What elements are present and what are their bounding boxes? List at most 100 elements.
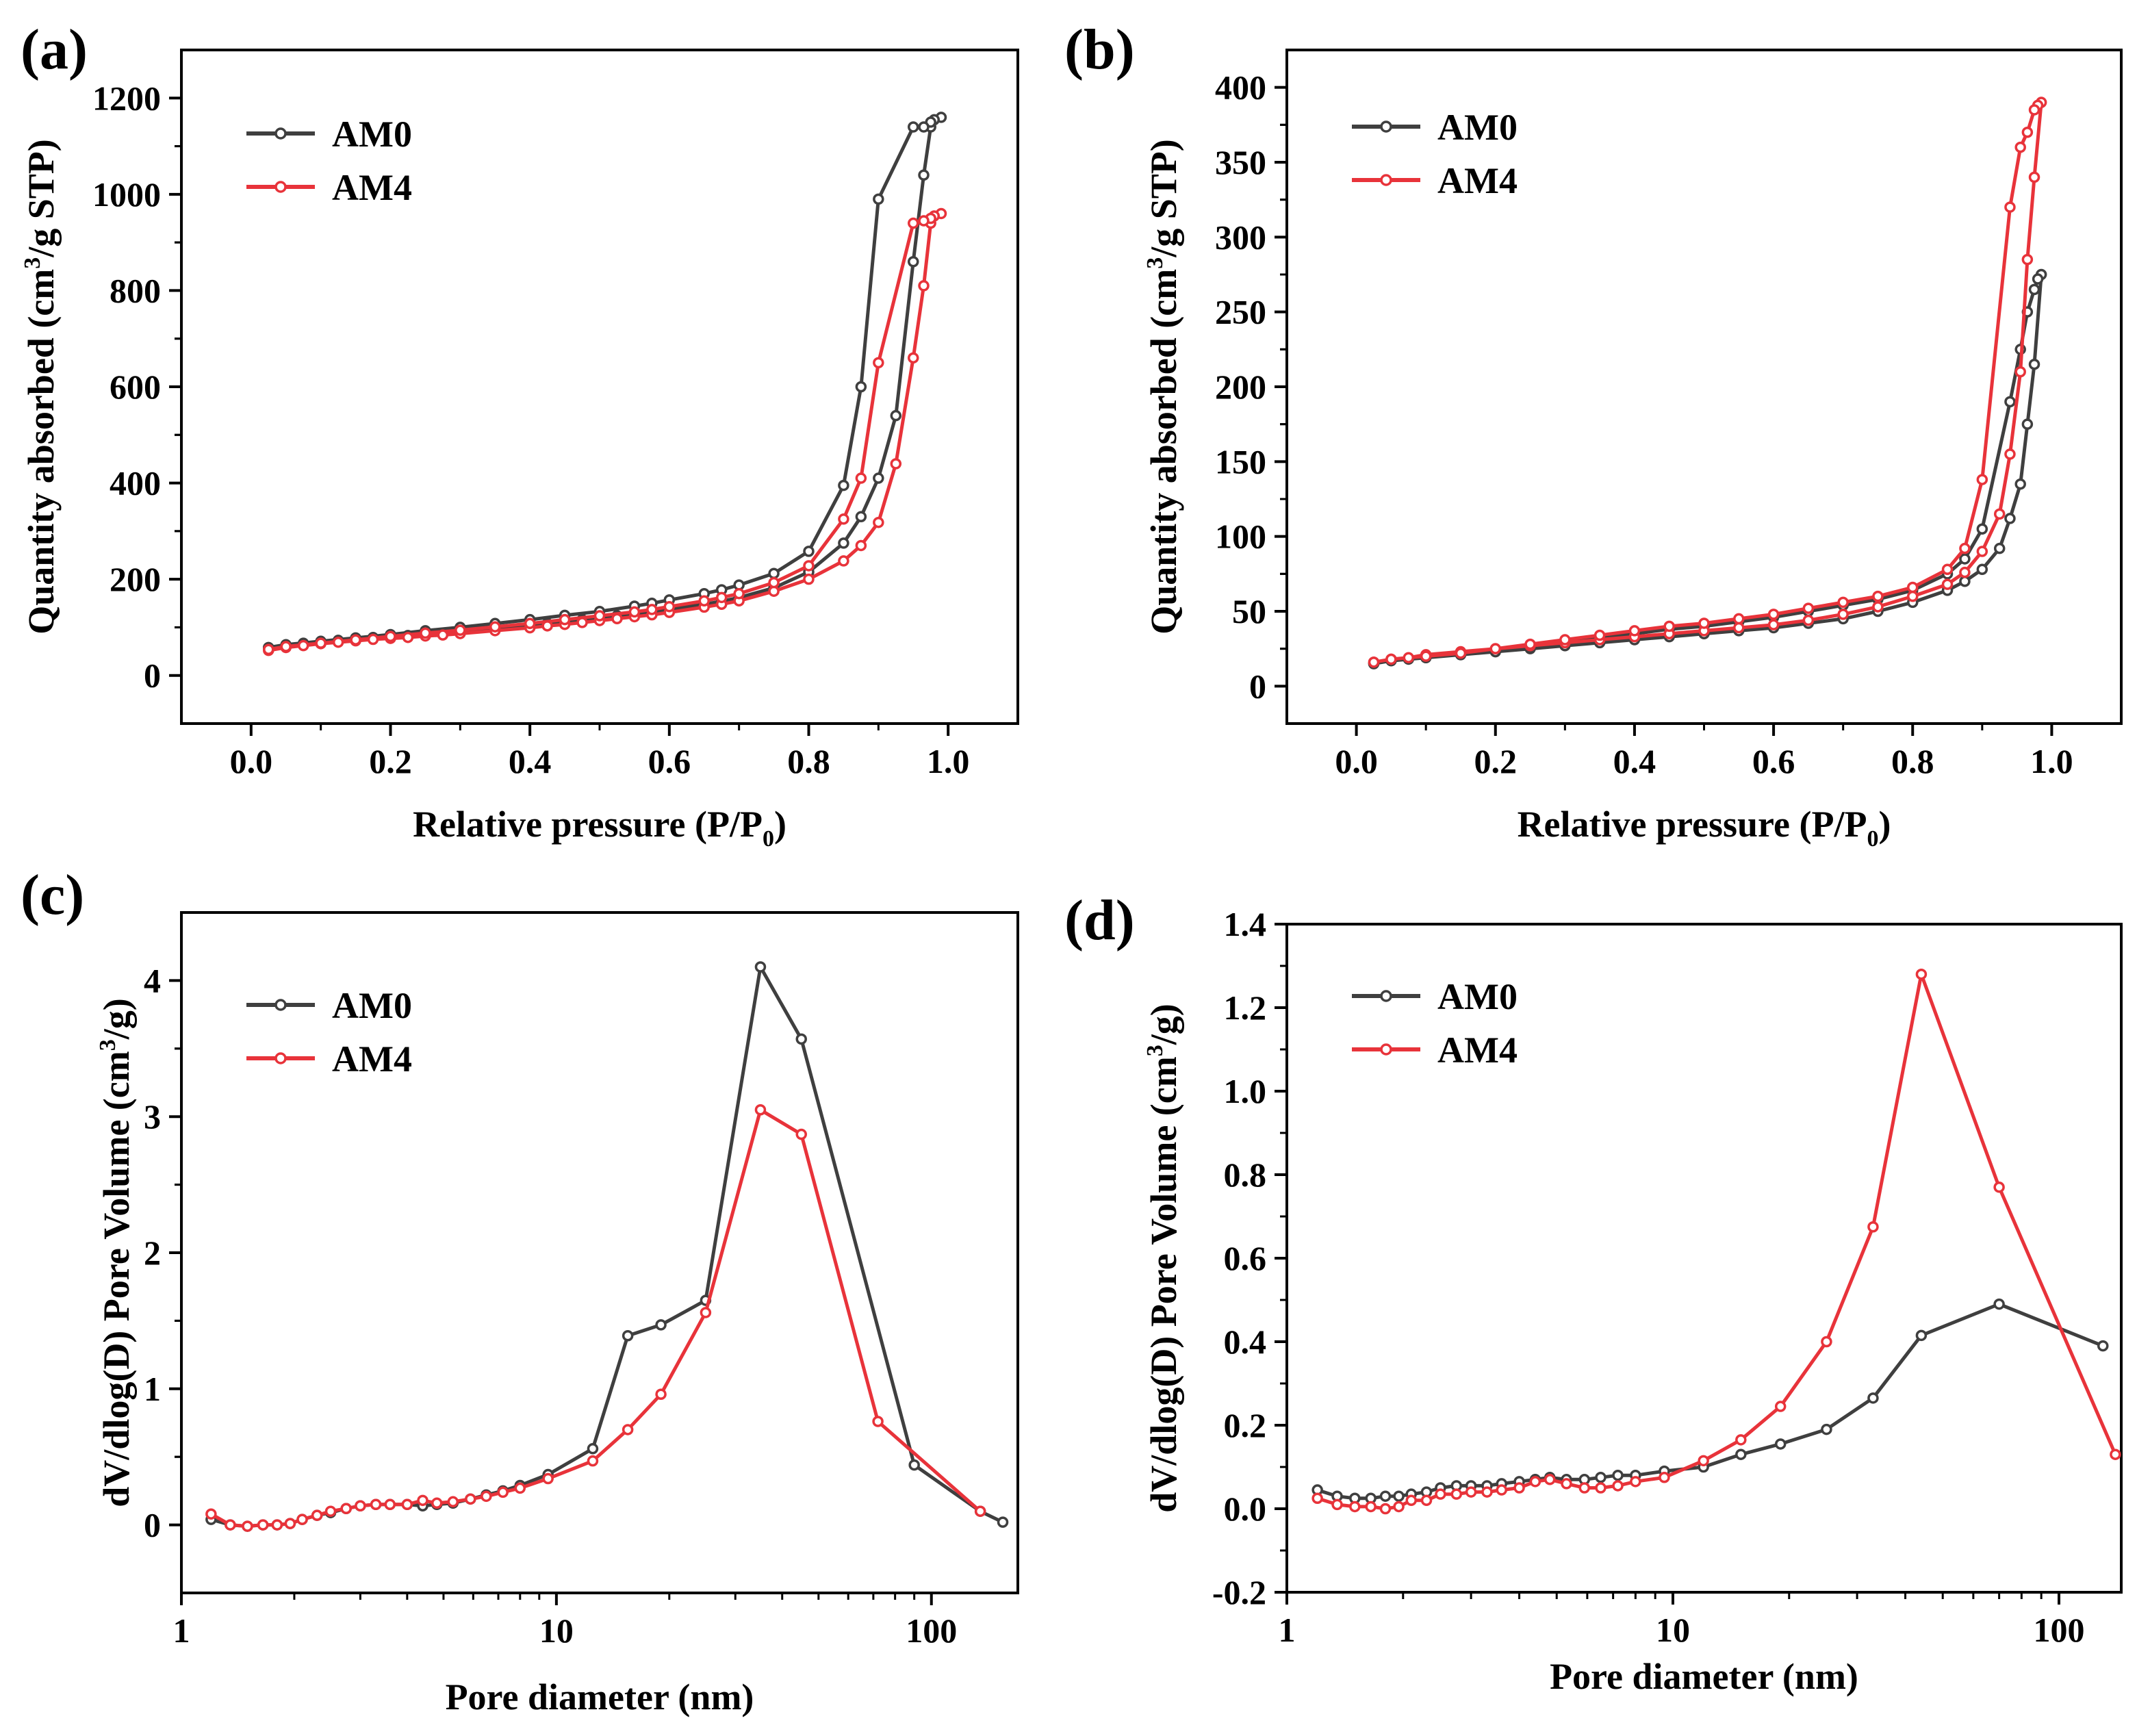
y-tick-label: 300 — [1215, 218, 1266, 256]
data-point — [1379, 1503, 1392, 1515]
chart-panel-0: (a) 0.0 0.2 0.4 0.6 0.8 1.0 0 200 400 600 800 1000 12… — [20, 18, 1019, 852]
series-AM4 — [263, 207, 947, 656]
data-point — [663, 600, 676, 613]
series-AM0 — [205, 961, 1009, 1532]
data-point — [1976, 563, 1988, 576]
data-point — [2032, 273, 2044, 285]
data-point — [1867, 1392, 1879, 1404]
x-tick-label: 0.8 — [787, 742, 830, 780]
x-tick-label: 0.4 — [509, 742, 552, 780]
x-tick-label: 100 — [906, 1611, 957, 1650]
data-point — [1595, 1482, 1607, 1494]
data-point — [908, 217, 919, 229]
data-point — [1455, 647, 1467, 659]
data-point — [890, 409, 902, 422]
data-point — [370, 1498, 382, 1511]
y-tick-label: 0 — [1249, 667, 1266, 705]
series-line — [268, 212, 943, 652]
data-point — [1628, 625, 1641, 637]
data-point — [1524, 638, 1536, 650]
data-point — [1837, 596, 1849, 609]
data-point — [1821, 1336, 1832, 1348]
y-tick-label: 0.0 — [1224, 1490, 1267, 1528]
data-point — [350, 634, 361, 646]
y-tick-label: 0.2 — [1224, 1406, 1267, 1444]
data-point — [803, 560, 815, 572]
data-point — [2097, 1340, 2109, 1352]
y-tick-label: 200 — [110, 560, 161, 598]
data-point — [1379, 1490, 1392, 1502]
legend-marker — [274, 1052, 287, 1064]
data-point — [1513, 1482, 1525, 1494]
data-point — [1612, 1469, 1624, 1481]
series-line — [1316, 1302, 2104, 1501]
y-tick-label: 150 — [1215, 442, 1266, 481]
data-point — [2014, 478, 2026, 490]
data-point — [1489, 643, 1501, 654]
legend-label: AM0 — [1437, 976, 1518, 1017]
y-tick-label: 100 — [1215, 518, 1266, 556]
x-axis-title: Pore diameter (nm) — [1550, 1656, 1858, 1697]
data-point — [541, 620, 553, 632]
series-line — [1373, 272, 2043, 665]
data-point — [2021, 418, 2034, 430]
data-point — [1774, 1401, 1787, 1412]
y-tick-label: 0 — [144, 656, 161, 695]
data-point — [225, 1519, 236, 1531]
y-tick-label: 4 — [144, 961, 161, 999]
x-tick-label: 0.8 — [1891, 742, 1934, 780]
data-point — [700, 1307, 712, 1318]
data-point — [855, 472, 867, 484]
data-point — [838, 479, 849, 492]
x-tick-label: 0.0 — [230, 742, 273, 780]
data-point — [1959, 566, 1971, 578]
x-axis-title: Relative pressure (P/P0) — [1518, 804, 1891, 852]
y-tick-label: 1 — [144, 1370, 161, 1408]
data-point — [417, 1494, 428, 1507]
data-point — [1915, 1329, 1928, 1342]
data-point — [1872, 590, 1884, 602]
data-point — [2028, 358, 2040, 370]
data-point — [1867, 1221, 1879, 1233]
data-point — [733, 587, 745, 600]
panel-label: (c) — [21, 863, 84, 927]
x-tick-label: 10 — [539, 1611, 574, 1650]
y-tick-label: 200 — [1215, 368, 1266, 406]
data-point — [1385, 653, 1397, 665]
data-point — [1976, 523, 1988, 535]
y-tick-label: 0.8 — [1224, 1156, 1267, 1194]
data-point — [873, 472, 884, 484]
data-point — [838, 537, 849, 549]
data-point — [2028, 171, 2040, 183]
data-point — [1435, 1488, 1446, 1500]
chart-panel-1: (b) 0.0 0.2 0.4 0.6 0.8 1.0 0 50 100 150 200 250 300 3… — [1064, 18, 2123, 852]
y-tick-label: 50 — [1232, 592, 1266, 630]
data-point — [1659, 1472, 1670, 1483]
data-point — [1907, 581, 1919, 593]
y-axis-title: dV/dlog(D) Pore Volume (cm3/g) — [95, 998, 137, 1507]
data-point — [1733, 622, 1745, 634]
data-point — [646, 604, 658, 615]
data-point — [242, 1520, 253, 1532]
data-point — [2028, 104, 2040, 116]
data-point — [332, 636, 344, 648]
y-tick-label: 400 — [1215, 68, 1266, 107]
legend-label: AM0 — [332, 114, 412, 155]
y-tick-label: 0.6 — [1224, 1239, 1267, 1277]
x-axis-title: Pore diameter (nm) — [446, 1676, 754, 1718]
data-point — [1735, 1434, 1747, 1446]
series-line — [1373, 101, 2043, 664]
data-point — [768, 567, 780, 579]
data-point — [795, 1128, 807, 1140]
data-point — [2004, 513, 2016, 524]
series-AM0 — [1368, 268, 2047, 669]
data-point — [1561, 1478, 1572, 1490]
y-axis-title: dV/dlog(D) Pore Volume (cm3/g) — [1142, 1004, 1184, 1512]
data-point — [431, 1497, 443, 1509]
data-point — [367, 633, 379, 646]
panel-label: (b) — [1064, 18, 1135, 81]
y-tick-label: 1000 — [92, 175, 161, 214]
data-point — [1733, 613, 1745, 625]
series-AM4 — [1311, 968, 2121, 1515]
data-point — [1529, 1476, 1541, 1488]
